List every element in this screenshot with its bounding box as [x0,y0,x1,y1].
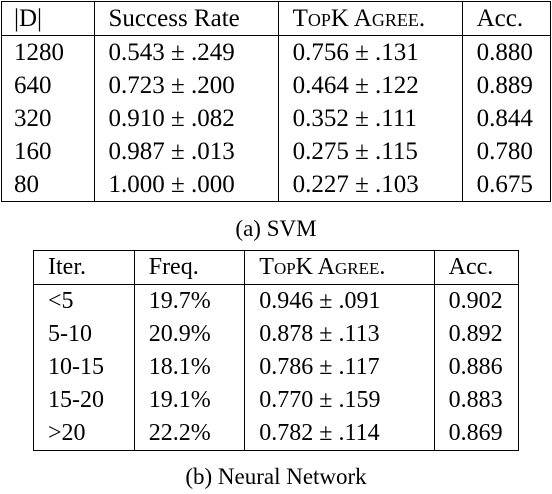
header-cell-accuracy: Acc. [461,1,551,36]
table-cell: 0.464 ± .122 [277,69,463,102]
table-cell: 0.946 ± .091 [244,284,435,318]
table-header-row: |D| Success Rate TopK Agree. Acc. [1,1,551,36]
table-cell: 22.2% [133,417,245,451]
table-row: <5 19.7% 0.946 ± .091 0.902 [34,284,519,318]
table-cell: 0.892 [433,318,519,351]
table-cell: 15-20 [48,387,104,413]
header-cell-iterations: Iter. [33,250,135,285]
table-cell: 0.786 ± .117 [244,351,435,384]
table-row: 160 0.987 ± .013 0.275 ± .115 0.780 [2,135,551,168]
header-cell-dataset-size: |D| [1,1,95,36]
table-cell: 5-10 [48,321,92,347]
table-cell: 0.780 [461,135,551,168]
table-cell: 320 [14,105,52,132]
table-cell: 160 [14,138,52,165]
header-cell-success-rate: Success Rate [93,1,279,36]
header-cell-frequency: Freq. [133,250,245,285]
table-cell: >20 [48,420,86,446]
table-cell: 0.869 [433,417,519,451]
table-cell: 80 [14,171,39,198]
table-cell: 0.902 [433,284,519,318]
table-cell: 0.543 ± .249 [93,35,279,69]
table-cell: 18.1% [133,351,245,384]
table-cell: 1280 [14,39,64,66]
table-cell: 0.886 [433,351,519,384]
table-row: 640 0.723 ± .200 0.464 ± .122 0.889 [2,69,551,102]
table-cell: 0.352 ± .111 [277,102,463,135]
table-cell: 0.675 [461,168,551,202]
header-cell-accuracy: Acc. [433,250,519,285]
table-cell: 640 [14,72,52,99]
header-cell-topk-agree: TopK Agree. [277,1,463,36]
table-row: 5-10 20.9% 0.878 ± .113 0.892 [34,318,519,351]
neural-network-results-table: Iter. Freq. TopK Agree. Acc. <5 19.7% 0.… [33,250,519,451]
table-cell: 19.1% [133,384,245,417]
table-cell: 0.878 ± .113 [244,318,435,351]
table-row: >20 22.2% 0.782 ± .114 0.869 [34,417,519,451]
neural-network-table-caption: (b) Neural Network [185,464,367,489]
svm-results-table: |D| Success Rate TopK Agree. Acc. 1280 0… [1,1,551,202]
table-cell: <5 [48,288,74,314]
table-cell: 0.275 ± .115 [277,135,463,168]
table-cell: 19.7% [133,284,245,318]
table-cell: 0.723 ± .200 [93,69,279,102]
header-cell-topk-agree: TopK Agree. [244,250,435,285]
table-cell: 0.987 ± .013 [93,135,279,168]
table-row: 320 0.910 ± .082 0.352 ± .111 0.844 [2,102,551,135]
table-cell: 0.889 [461,69,551,102]
table-cell: 1.000 ± .000 [93,168,279,202]
table-cell: 20.9% [133,318,245,351]
table-row: 15-20 19.1% 0.770 ± .159 0.883 [34,384,519,417]
table-cell: 0.910 ± .082 [93,102,279,135]
table-cell: 0.880 [461,35,551,69]
table-cell: 0.883 [433,384,519,417]
table-cell: 10-15 [48,354,104,380]
table-cell: 0.844 [461,102,551,135]
table-row: 80 1.000 ± .000 0.227 ± .103 0.675 [2,168,551,202]
table-cell: 0.782 ± .114 [244,417,435,451]
table-cell: 0.227 ± .103 [277,168,463,202]
table-row: 1280 0.543 ± .249 0.756 ± .131 0.880 [2,35,551,69]
table-row: 10-15 18.1% 0.786 ± .117 0.886 [34,351,519,384]
table-cell: 0.756 ± .131 [277,35,463,69]
table-header-row: Iter. Freq. TopK Agree. Acc. [33,250,519,285]
svm-table-caption: (a) SVM [235,216,317,241]
table-cell: 0.770 ± .159 [244,384,435,417]
